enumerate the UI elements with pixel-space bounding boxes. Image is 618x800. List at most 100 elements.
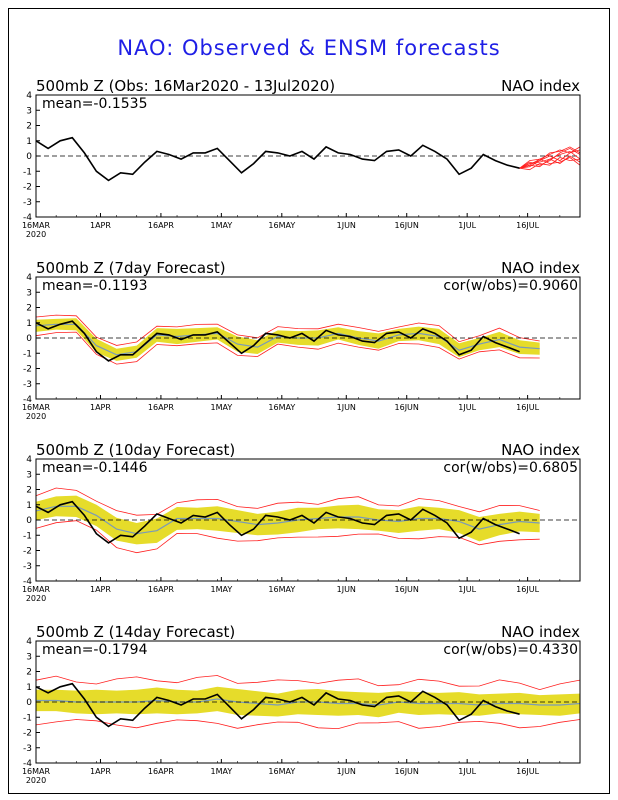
x-tick-label: 1APR	[90, 221, 111, 230]
y-tick-label: -1	[23, 531, 32, 541]
ensemble-lower-envelope	[35, 520, 540, 554]
ensemble-lower-envelope	[35, 331, 540, 365]
y-tick-label: 2	[26, 122, 32, 132]
y-tick-label: -3	[23, 744, 32, 754]
y-tick-label: -4	[23, 577, 32, 587]
y-tick-label: 2	[26, 668, 32, 678]
y-tick-label: -4	[23, 395, 32, 405]
x-tick-label: 1JUN	[337, 403, 356, 412]
y-tick-label: -2	[23, 183, 32, 193]
x-tick-label: 16MAR	[22, 221, 51, 230]
y-tick-label: 3	[26, 470, 32, 480]
x-tick-label: 16APR	[148, 221, 174, 230]
y-tick-label: 3	[26, 652, 32, 662]
x-tick-label: 16MAR	[22, 585, 51, 594]
x-tick-label: 1JUL	[458, 403, 476, 412]
forecast-member-line	[519, 146, 581, 169]
y-tick-label: -3	[23, 380, 32, 390]
y-tick-label: 4	[26, 637, 32, 647]
x-tick-label: 16JUL	[516, 221, 539, 230]
x-tick-year: 2020	[26, 594, 46, 603]
observed-nao-line	[35, 500, 520, 544]
x-tick-label: 1APR	[90, 767, 111, 776]
x-tick-label: 1JUN	[337, 585, 356, 594]
y-tick-label: -3	[23, 198, 32, 208]
y-tick-label: 1	[26, 319, 32, 329]
x-tick-label: 1JUL	[458, 767, 476, 776]
x-tick-label: 16APR	[148, 767, 174, 776]
y-tick-label: -3	[23, 562, 32, 572]
mean-label: mean=-0.1193	[42, 278, 147, 294]
y-tick-label: 1	[26, 501, 32, 511]
x-tick-label: 16JUN	[395, 221, 419, 230]
y-tick-label: 4	[26, 455, 32, 465]
panel-3: 500mb Z (10day Forecast) NAO index mean=-0…	[22, 441, 581, 603]
ensemble-mean-line	[35, 505, 540, 535]
figure-frame	[8, 8, 610, 794]
x-tick-label: 16JUN	[395, 403, 419, 412]
y-tick-label: -2	[23, 729, 32, 739]
forecast-member-line	[519, 157, 581, 171]
mean-label: mean=-0.1794	[42, 642, 148, 658]
x-tick-label: 16APR	[148, 403, 174, 412]
panel-title: 500mb Z (14day Forecast)	[36, 623, 235, 641]
y-tick-label: 0	[26, 334, 32, 344]
y-tick-label: 2	[26, 486, 32, 496]
x-tick-label: 16JUL	[516, 403, 539, 412]
x-tick-label: 16MAY	[268, 221, 295, 230]
x-tick-label: 16MAR	[22, 403, 51, 412]
x-tick-label: 1JUL	[458, 585, 476, 594]
panel-title: 500mb Z (7day Forecast)	[36, 259, 226, 277]
x-tick-label: 16JUL	[516, 767, 539, 776]
ensemble-upper-envelope	[35, 487, 540, 516]
y-tick-label: 3	[26, 288, 32, 298]
panel-title: 500mb Z (10day Forecast)	[36, 441, 235, 459]
observed-nao-line	[35, 682, 520, 728]
x-tick-label: 1MAY	[210, 585, 232, 594]
x-tick-label: 16JUN	[395, 767, 419, 776]
panel-4: 500mb Z (14day Forecast) NAO index mean=-0…	[22, 623, 581, 785]
x-tick-year: 2020	[26, 776, 46, 785]
mean-label: mean=-0.1446	[42, 460, 148, 476]
mean-label: mean=-0.1535	[42, 96, 147, 112]
y-tick-label: 0	[26, 152, 32, 162]
x-tick-label: 1APR	[90, 403, 111, 412]
y-tick-label: -4	[23, 759, 32, 769]
x-tick-label: 1MAY	[210, 403, 232, 412]
x-tick-label: 16MAY	[268, 767, 295, 776]
y-tick-label: 3	[26, 106, 32, 116]
panel-2: 500mb Z (7day Forecast) NAO index mean=-0.…	[22, 259, 581, 421]
x-tick-label: 16JUN	[395, 585, 419, 594]
y-tick-label: -2	[23, 365, 32, 375]
y-tick-label: 2	[26, 304, 32, 314]
x-tick-label: 16MAR	[22, 767, 51, 776]
x-tick-label: 1JUN	[337, 221, 356, 230]
x-tick-year: 2020	[26, 412, 46, 421]
correlation-label: cor(w/obs)=0.6805	[443, 460, 578, 476]
ensemble-spread-band	[36, 318, 540, 361]
x-tick-label: 1JUN	[337, 767, 356, 776]
x-tick-label: 1MAY	[210, 221, 232, 230]
x-tick-label: 1MAY	[210, 767, 232, 776]
y-tick-label: -4	[23, 213, 32, 223]
observed-nao-line	[35, 136, 520, 182]
correlation-label: cor(w/obs)=0.9060	[443, 278, 578, 294]
main-title: NAO: Observed & ENSM forecasts	[117, 36, 501, 60]
y-tick-label: -2	[23, 547, 32, 557]
x-tick-label: 1JUL	[458, 221, 476, 230]
y-tick-label: 4	[26, 273, 32, 283]
index-label: NAO index	[501, 259, 580, 277]
panel-title: 500mb Z (Obs: 16Mar2020 - 13Jul2020)	[36, 77, 335, 95]
x-tick-year: 2020	[26, 230, 46, 239]
x-tick-label: 1APR	[90, 585, 111, 594]
y-tick-label: -1	[23, 713, 32, 723]
x-tick-label: 16APR	[148, 585, 174, 594]
ensemble-lower-envelope	[35, 719, 581, 730]
forecast-member-line	[519, 155, 581, 169]
index-label: NAO index	[501, 77, 580, 95]
index-label: NAO index	[501, 623, 580, 641]
observed-nao-line	[35, 320, 520, 362]
correlation-label: cor(w/obs)=0.4330	[443, 642, 578, 658]
forecast-member-line	[519, 146, 581, 169]
